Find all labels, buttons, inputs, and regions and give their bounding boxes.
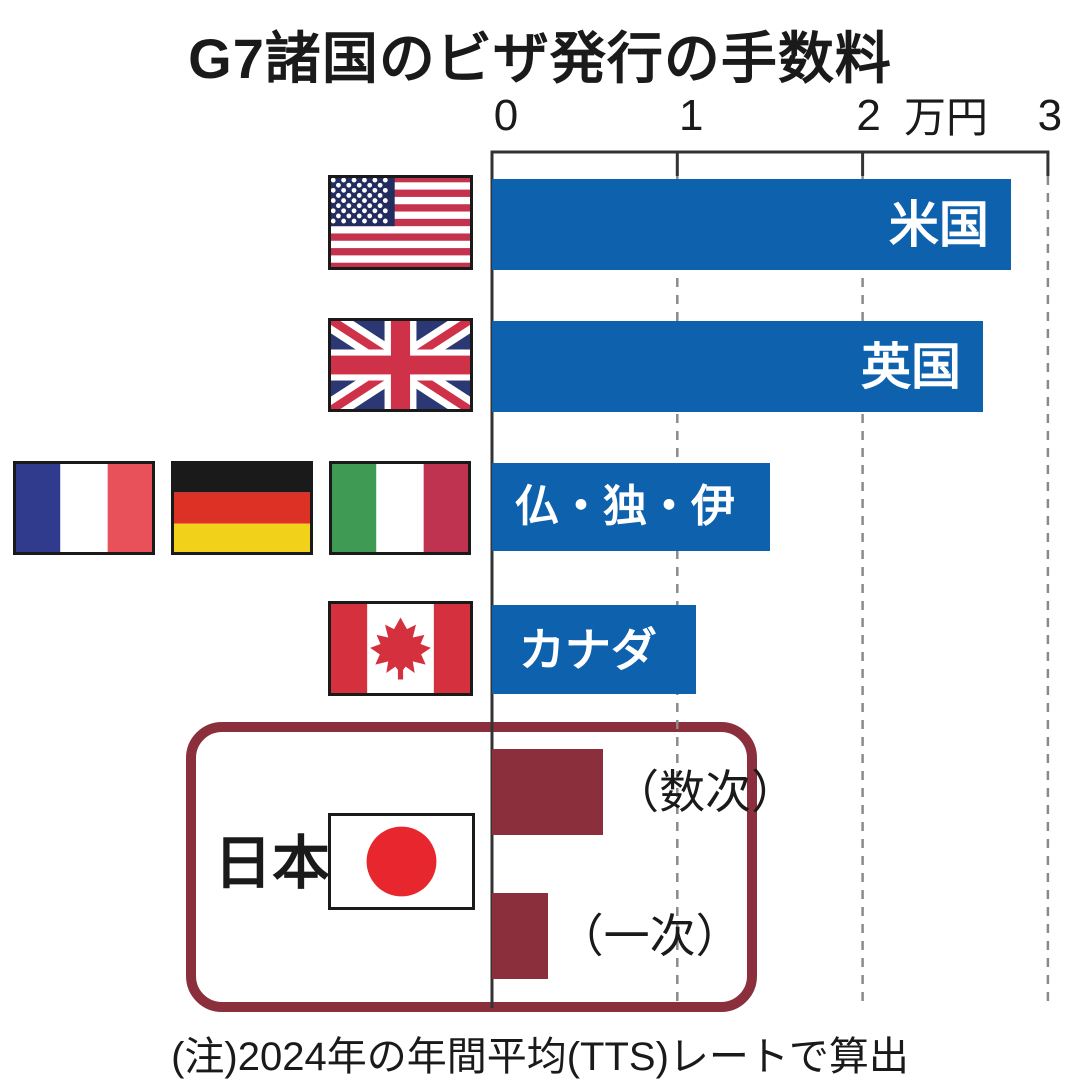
flag-wrap-uk — [321, 308, 480, 422]
axis-tick-1: 1 — [679, 91, 704, 140]
chart-title: G7諸国のビザ発行の手数料 — [188, 27, 892, 90]
france-flag-icon — [13, 461, 155, 555]
axis-unit-label: 万円 — [903, 94, 989, 141]
germany-flag-icon — [171, 461, 313, 555]
bar-label-1: 英国 — [861, 338, 962, 395]
flag-wrap-germany — [171, 461, 313, 555]
bar-label-2: 仏・独・伊 — [514, 482, 735, 531]
axis-tick-2: 2 — [856, 91, 881, 140]
bar-label-0: 米国 — [888, 196, 989, 253]
japan-bar-1 — [492, 893, 548, 979]
axis-tick-0: 0 — [493, 91, 519, 140]
bar-label-3: カナダ — [518, 623, 657, 676]
uk-flag-icon — [321, 308, 480, 422]
italy-flag-icon — [329, 461, 471, 555]
bar-france-germany-italy: 仏・独・伊 — [492, 463, 770, 551]
japan-bar-label-1: （一次） — [557, 910, 742, 962]
japan-bar-label-0: （数次） — [613, 766, 798, 818]
flag-wrap-italy — [329, 461, 471, 555]
japan-bar-0 — [492, 749, 604, 835]
flag-wrap-canada — [328, 601, 473, 696]
bar-usa: 米国 — [492, 179, 1011, 270]
bar-uk: 英国 — [492, 321, 984, 412]
chart-note: (注)2024年の年間平均(TTS)レートで算出 — [171, 1035, 909, 1079]
axis-tick-3: 3 — [1037, 91, 1063, 140]
flag-wrap-france — [13, 461, 155, 555]
flag-wrap-usa — [328, 175, 473, 270]
japan-group-box — [186, 722, 757, 1012]
japan-country-label: 日本 — [214, 831, 331, 896]
japan-flag-icon — [328, 813, 475, 910]
bar-canada: カナダ — [492, 605, 696, 694]
usa-flag-icon — [328, 175, 473, 270]
canada-flag-icon — [328, 601, 473, 696]
flag-wrap-japan — [328, 813, 475, 910]
